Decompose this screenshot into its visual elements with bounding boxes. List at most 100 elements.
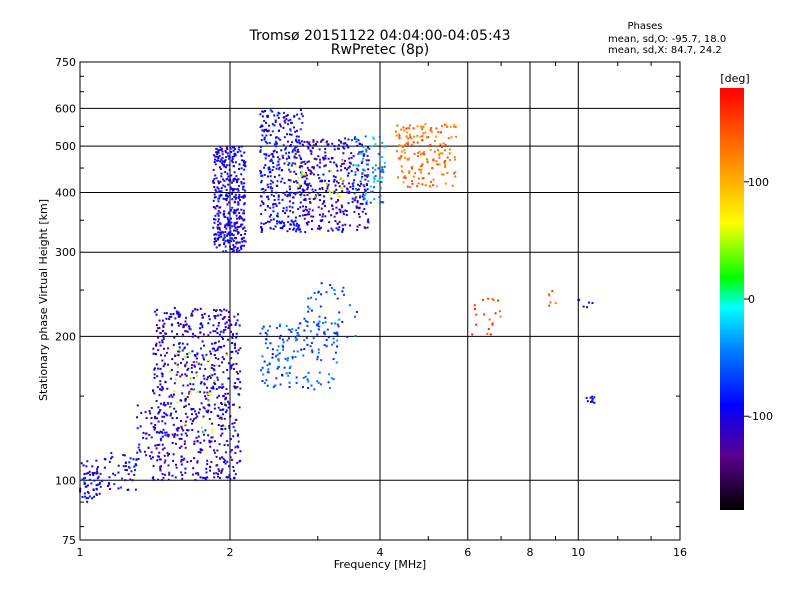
data-point (293, 350, 296, 353)
data-point (208, 403, 211, 406)
data-point (327, 157, 330, 160)
data-point (336, 147, 339, 150)
data-point (216, 464, 219, 467)
data-point (317, 348, 320, 351)
data-point (291, 141, 294, 144)
data-point (303, 198, 306, 201)
data-point (233, 209, 236, 212)
data-point (238, 145, 241, 148)
data-point (233, 342, 236, 345)
data-point (216, 347, 219, 350)
data-point (236, 241, 239, 244)
data-point (208, 375, 211, 378)
data-point (243, 232, 246, 235)
data-point (296, 350, 299, 353)
data-point (410, 167, 413, 170)
data-point (344, 209, 347, 212)
data-point (371, 166, 374, 169)
data-point (229, 179, 232, 182)
data-point (322, 138, 325, 141)
data-point (240, 182, 243, 185)
data-point (192, 361, 195, 364)
data-point (225, 147, 228, 150)
data-point (340, 165, 343, 168)
data-point (335, 201, 338, 204)
data-point (279, 123, 282, 126)
data-point (95, 493, 98, 496)
data-point (183, 406, 186, 409)
data-point (288, 151, 291, 154)
data-point (304, 231, 307, 234)
data-point (286, 359, 289, 362)
data-point (205, 471, 208, 474)
data-point (304, 180, 307, 183)
data-point (237, 178, 240, 181)
data-point (214, 357, 217, 360)
data-point (261, 379, 264, 382)
data-point (212, 449, 215, 452)
data-point (318, 166, 321, 169)
data-point (367, 221, 370, 224)
data-point (225, 151, 228, 154)
data-point (362, 145, 365, 148)
data-point (223, 461, 226, 464)
data-point (429, 148, 432, 151)
y-axis-label: Stationary phase Virtual Height [km] (37, 199, 50, 401)
data-point (357, 152, 360, 155)
data-point (261, 129, 264, 132)
data-point (266, 205, 269, 208)
data-point (185, 330, 188, 333)
data-point (295, 173, 298, 176)
data-point (181, 373, 184, 376)
data-point (429, 129, 432, 132)
data-point (307, 371, 310, 374)
data-point (170, 402, 173, 405)
data-point (312, 198, 315, 201)
data-point (337, 181, 340, 184)
data-point (222, 385, 225, 388)
data-point (276, 184, 279, 187)
data-point (236, 313, 239, 316)
data-point (306, 343, 309, 346)
data-point (148, 410, 151, 413)
data-point (270, 219, 273, 222)
data-point (363, 188, 366, 191)
data-point (473, 307, 476, 310)
data-point (236, 377, 239, 380)
data-point (323, 331, 326, 334)
data-point (365, 201, 368, 204)
data-point (124, 461, 127, 464)
data-point (174, 442, 177, 445)
data-point (222, 163, 225, 166)
data-point (152, 465, 155, 468)
data-point (279, 125, 282, 128)
data-point (159, 388, 162, 391)
data-point (219, 434, 222, 437)
data-point (230, 248, 233, 251)
data-point (174, 317, 177, 320)
data-point (233, 200, 236, 203)
data-point (166, 454, 169, 457)
data-point (229, 145, 232, 148)
data-point (216, 348, 219, 351)
data-point (213, 476, 216, 479)
data-point (410, 137, 413, 140)
data-point (341, 206, 344, 209)
data-point (166, 387, 169, 390)
data-point (243, 239, 246, 242)
data-point (209, 376, 212, 379)
data-point (421, 138, 424, 141)
data-point (450, 136, 453, 139)
data-point (221, 230, 224, 233)
data-point (308, 182, 311, 185)
data-point (278, 220, 281, 223)
data-point (548, 304, 551, 307)
data-point (92, 472, 95, 475)
data-point (448, 152, 451, 155)
data-point (282, 156, 285, 159)
data-point (161, 473, 164, 476)
data-point (243, 162, 246, 165)
data-point (333, 332, 336, 335)
data-point (324, 157, 327, 160)
data-point (237, 184, 240, 187)
